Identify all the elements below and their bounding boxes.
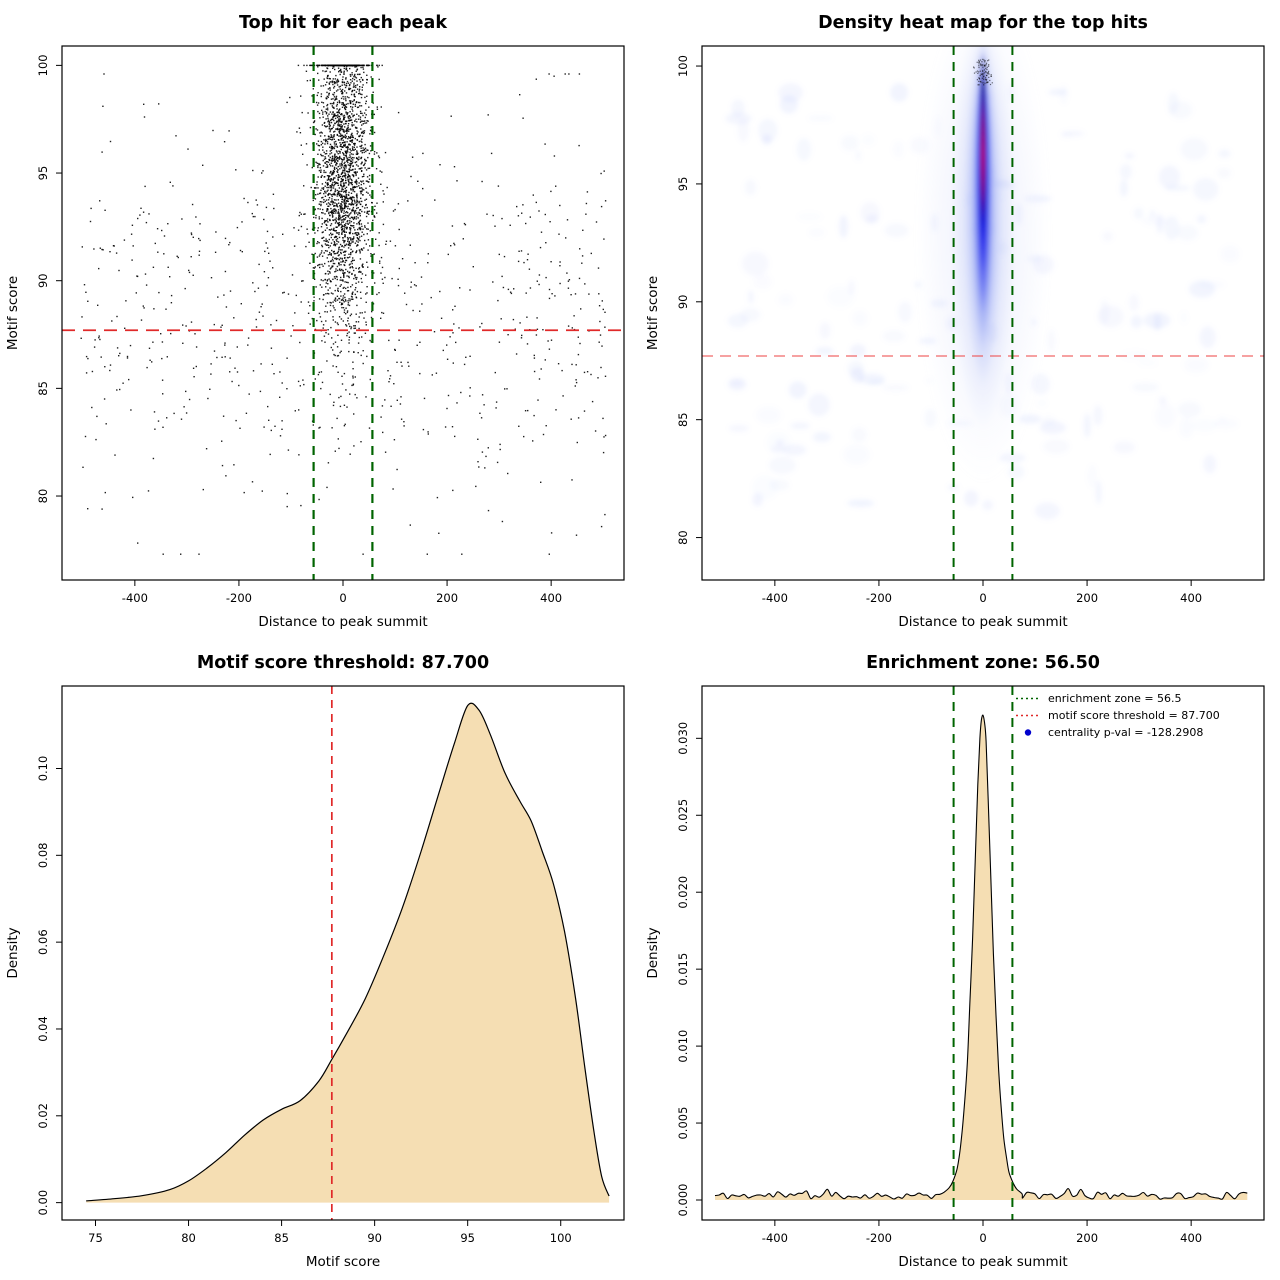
chart-title: Motif score threshold: 87.700 — [197, 653, 489, 673]
x-tick-label: 200 — [1076, 1231, 1098, 1245]
x-tick-label: 0 — [979, 1231, 986, 1245]
legend-label: enrichment zone = 56.5 — [1048, 692, 1182, 705]
plot-frame — [701, 685, 1265, 1221]
y-tick-label: 0.00 — [36, 1190, 50, 1216]
x-tick-label: 0 — [339, 591, 346, 605]
heatmap-chart: Density heat map for the top hits Distanc… — [645, 13, 1265, 630]
y-tick-label: 0.08 — [36, 843, 50, 869]
y-tick-label: 100 — [676, 55, 690, 77]
y-tick-label: 0.04 — [36, 1016, 50, 1042]
y-tick-label: 0.02 — [36, 1103, 50, 1129]
y-tick-label: 95 — [36, 166, 50, 181]
x-tick-label: -400 — [122, 591, 148, 605]
legend: enrichment zone = 56.5 motif score thresh… — [1016, 692, 1220, 739]
plot-frame — [701, 45, 1265, 581]
y-axis-title: Motif score — [645, 276, 661, 350]
x-tick-label: 75 — [88, 1231, 103, 1245]
legend-point-marker — [1024, 729, 1032, 736]
y-tick-label: 85 — [36, 381, 50, 396]
density-curve — [714, 714, 1248, 1200]
y-tick-label: 0.020 — [676, 876, 690, 909]
x-tick-label: 400 — [1180, 1231, 1202, 1245]
y-tick-label: 0.005 — [676, 1107, 690, 1140]
legend-label: motif score threshold = 87.700 — [1048, 709, 1220, 722]
y-tick-label: 90 — [676, 294, 690, 309]
y-tick-label: 90 — [36, 273, 50, 288]
density-curve — [86, 702, 610, 1202]
y-tick-label: 80 — [36, 489, 50, 504]
x-tick-label: 200 — [436, 591, 458, 605]
legend-label: centrality p-val = -128.2908 — [1048, 726, 1203, 739]
panel-distance-density: Enrichment zone: 56.50 Distance to peak s… — [640, 640, 1280, 1280]
y-axis-title: Motif score — [5, 276, 21, 350]
x-tick-label: 400 — [1180, 591, 1202, 605]
top-hit-specks — [973, 58, 993, 86]
y-tick-label: 0.030 — [676, 722, 690, 755]
y-tick-label: 85 — [676, 412, 690, 427]
scatter-points — [80, 64, 607, 555]
y-tick-label: 0.015 — [676, 953, 690, 986]
panel-motif-score-density: Motif score threshold: 87.700 Motif score… — [0, 640, 640, 1280]
legend-item: centrality p-val = -128.2908 — [1024, 726, 1203, 739]
y-tick-label: 80 — [676, 530, 690, 545]
scatter-chart: Top hit for each peak Distance to peak su… — [5, 13, 625, 630]
plot-frame — [61, 45, 625, 581]
density-area — [86, 703, 610, 1203]
x-tick-label: -200 — [226, 591, 252, 605]
density-area — [715, 715, 1248, 1200]
y-tick-label: 95 — [676, 177, 690, 192]
x-tick-label: -200 — [866, 1231, 892, 1245]
y-tick-label: 100 — [36, 54, 50, 76]
y-tick-label: 0.000 — [676, 1184, 690, 1217]
legend-item: enrichment zone = 56.5 — [1016, 692, 1182, 705]
x-tick-label: 90 — [367, 1231, 382, 1245]
chart-title: Top hit for each peak — [239, 13, 447, 33]
x-tick-label: 85 — [274, 1231, 289, 1245]
x-tick-label: -400 — [762, 1231, 788, 1245]
x-tick-label: 200 — [1076, 591, 1098, 605]
x-tick-label: 400 — [540, 591, 562, 605]
panel-density-heatmap: Density heat map for the top hits Distanc… — [640, 0, 1280, 640]
x-tick-label: 80 — [181, 1231, 196, 1245]
distance-density-chart: Enrichment zone: 56.50 Distance to peak s… — [645, 653, 1265, 1270]
legend-item: motif score threshold = 87.700 — [1016, 709, 1220, 722]
x-tick-label: 0 — [979, 591, 986, 605]
y-tick-label: 0.010 — [676, 1030, 690, 1063]
y-tick-label: 0.025 — [676, 799, 690, 832]
x-tick-label: -400 — [762, 591, 788, 605]
x-tick-label: 95 — [460, 1231, 475, 1245]
density-blobs — [725, 46, 1240, 520]
y-axis-title: Density — [645, 927, 661, 978]
x-axis-title: Distance to peak summit — [898, 614, 1067, 630]
density-core — [915, 46, 1051, 484]
panel-top-hit-scatter: Top hit for each peak Distance to peak su… — [0, 0, 640, 640]
x-axis-title: Distance to peak summit — [898, 1254, 1067, 1270]
y-tick-label: 0.06 — [36, 929, 50, 955]
score-density-chart: Motif score threshold: 87.700 Motif score… — [5, 653, 625, 1270]
chart-title: Enrichment zone: 56.50 — [866, 653, 1100, 673]
x-axis-title: Motif score — [306, 1254, 380, 1270]
x-axis-title: Distance to peak summit — [258, 614, 427, 630]
x-tick-label: -200 — [866, 591, 892, 605]
plot-frame — [61, 685, 625, 1221]
y-tick-label: 0.10 — [36, 756, 50, 782]
chart-title: Density heat map for the top hits — [818, 13, 1148, 33]
x-tick-label: 100 — [550, 1231, 572, 1245]
y-axis-title: Density — [5, 927, 21, 978]
